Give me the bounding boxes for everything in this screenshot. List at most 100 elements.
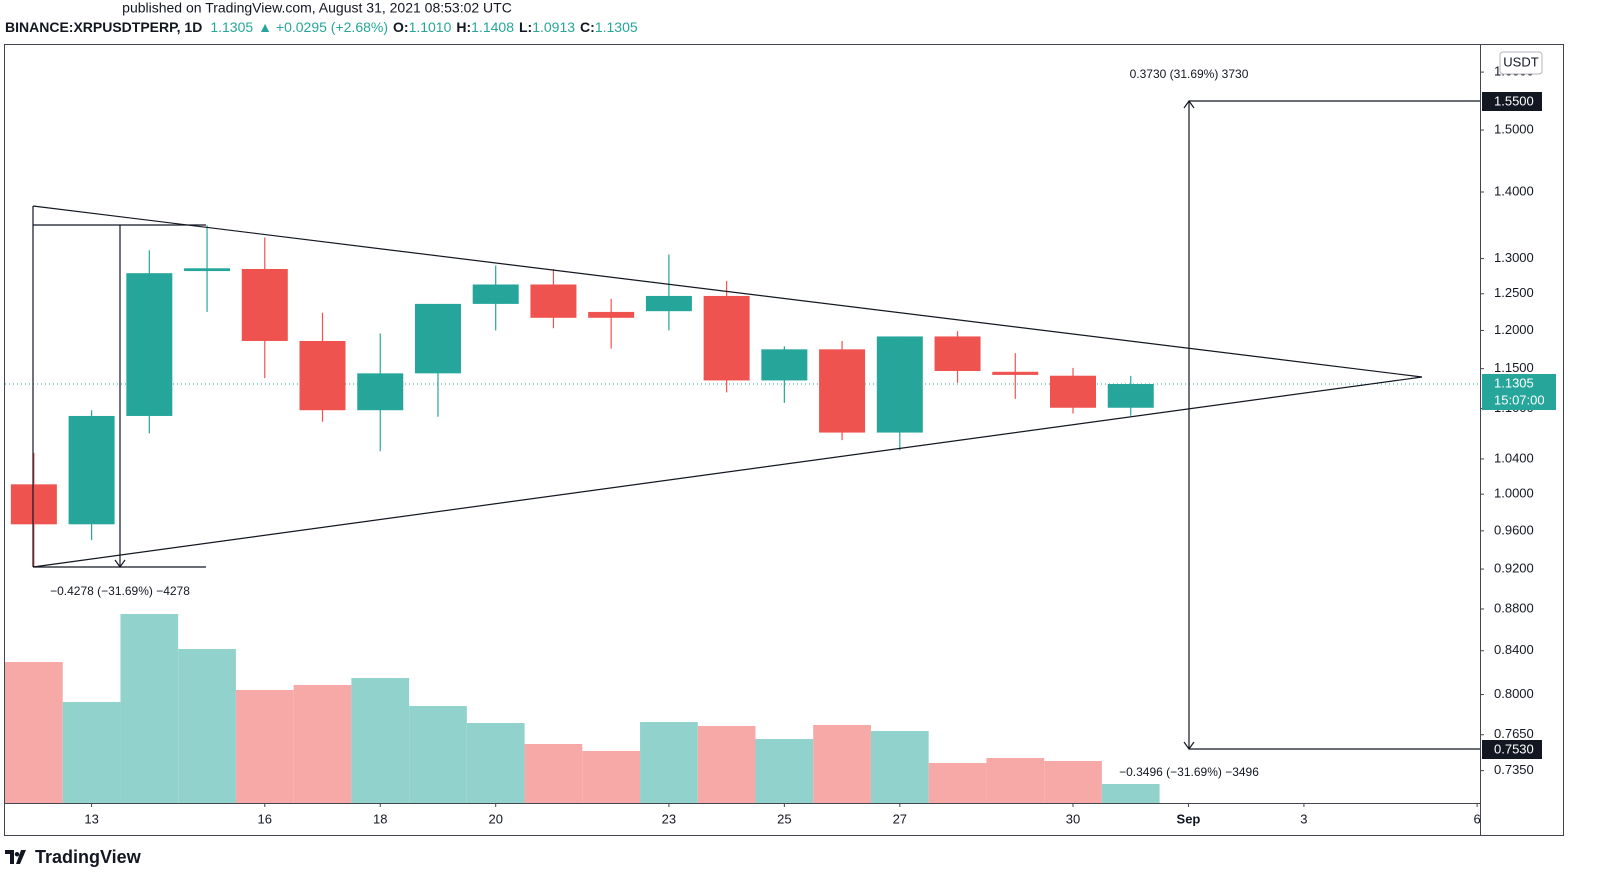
triangle-upper-line — [32, 205, 1423, 378]
y-tick-label: 0.7350 — [1494, 762, 1534, 777]
symbol: BINANCE:XRPUSDTPERP, 1D — [5, 19, 202, 35]
brand-logo: TradingView — [5, 847, 142, 867]
volume-bar — [293, 685, 352, 803]
y-tick-label: 0.7650 — [1494, 726, 1534, 741]
candle-body — [588, 311, 635, 318]
candle-body — [299, 340, 346, 411]
currency-label: USDT — [1503, 54, 1538, 69]
x-tick-label: 13 — [84, 811, 98, 826]
candle-body — [1050, 375, 1097, 408]
volume-bar — [640, 722, 698, 803]
y-tick-label: 0.8000 — [1494, 686, 1534, 701]
chart-frame — [4, 44, 1564, 836]
volume-bar — [697, 726, 756, 803]
volume-bar — [582, 751, 641, 803]
candle-body — [68, 415, 115, 525]
volume-bar — [870, 731, 929, 803]
candle-body — [414, 303, 461, 374]
volume-bar — [178, 649, 236, 803]
annotation: −0.3496 (−31.69%) −3496 — [1119, 765, 1259, 779]
price-tag — [1482, 740, 1542, 759]
candle-body — [472, 284, 519, 304]
x-tick-label: 18 — [373, 811, 387, 826]
candle-body — [992, 371, 1039, 375]
last-price-label: 1.1305 — [1494, 375, 1534, 390]
change: ▲ +0.0295 (+2.68%) — [258, 19, 388, 35]
logo-icon — [5, 850, 26, 864]
ohlc-key: C: — [580, 19, 595, 35]
volume-bar — [5, 662, 63, 803]
x-tick-label: 20 — [488, 811, 502, 826]
ohlc-key: H: — [456, 19, 471, 35]
price-tag — [1482, 92, 1542, 111]
candle-body — [357, 373, 404, 411]
y-tick-label: 1.0400 — [1494, 450, 1534, 465]
candle-body — [645, 295, 692, 312]
last-price-tag — [1482, 374, 1556, 410]
candles — [10, 225, 1154, 568]
candle-body — [819, 349, 866, 433]
triangle-lower-line — [32, 376, 1423, 568]
ohlc-value: 1.1408 — [471, 19, 514, 35]
x-tick-label: Sep — [1177, 811, 1201, 826]
ohlc-value: 1.1010 — [409, 19, 452, 35]
y-tick-label: 1.2500 — [1494, 285, 1534, 300]
candle-body — [761, 349, 808, 381]
candle-body — [184, 268, 231, 272]
volume-bar — [524, 744, 583, 803]
y-tick-label: 1.0000 — [1494, 486, 1534, 501]
ohlc-key: L: — [519, 19, 532, 35]
last-price: 1.1305 — [210, 19, 253, 35]
y-tick-label: 1.4000 — [1494, 183, 1534, 198]
volume-bar — [409, 706, 467, 803]
y-tick-label: 0.9200 — [1494, 560, 1534, 575]
annotation: 0.3730 (31.69%) 3730 — [1130, 67, 1249, 81]
candle-body — [10, 484, 57, 525]
volume-bar — [466, 723, 525, 803]
countdown: 15:07:00 — [1494, 392, 1545, 407]
price-tag-label: 1.5500 — [1494, 93, 1534, 108]
x-tick-label: 30 — [1066, 811, 1080, 826]
volume-bar — [813, 725, 871, 803]
candle-body — [126, 273, 173, 416]
candle-body — [530, 284, 577, 318]
candle-body — [1107, 384, 1154, 408]
x-tick-label: 16 — [258, 811, 272, 826]
y-tick-label: 1.3000 — [1494, 250, 1534, 265]
annotation: −0.4278 (−31.69%) −4278 — [50, 584, 190, 598]
y-tick-label: 0.8800 — [1494, 600, 1534, 615]
currency-box — [1499, 51, 1543, 75]
volume-bar — [351, 678, 410, 803]
volume-pane — [5, 383, 1480, 803]
x-tick-label: 23 — [662, 811, 676, 826]
arrow-head — [1183, 741, 1195, 751]
candle-body — [241, 268, 288, 341]
published-note: published on TradingView.com, August 31,… — [122, 0, 512, 16]
x-tick-label: 25 — [777, 811, 791, 826]
volume-bar — [928, 763, 987, 803]
price-tag-label: 0.7530 — [1494, 741, 1534, 756]
drawings — [32, 99, 1480, 751]
ohlc-key: O: — [393, 19, 409, 35]
volume-bar — [755, 739, 814, 803]
candle-body — [703, 295, 750, 381]
y-tick-label: 1.5000 — [1494, 121, 1534, 136]
volume-bar — [986, 758, 1045, 803]
arrow-head — [114, 559, 126, 569]
y-tick-label: 0.9600 — [1494, 522, 1534, 537]
volume-bar — [120, 614, 179, 803]
symbol-line: BINANCE:XRPUSDTPERP, 1D 1.1305 ▲ +0.0295 (… — [5, 19, 638, 35]
x-tick-label: 27 — [893, 811, 907, 826]
arrow-head — [1183, 99, 1195, 109]
x-tick-label: 6 — [1473, 811, 1480, 826]
x-tick-label: 3 — [1300, 811, 1307, 826]
y-tick-label: 1.2000 — [1494, 322, 1534, 337]
candle-body — [876, 336, 923, 433]
ohlc-value: 1.1305 — [595, 19, 638, 35]
ohlc-value: 1.0913 — [532, 19, 575, 35]
volume-bar — [1044, 761, 1102, 803]
volume-bar — [235, 690, 294, 803]
brand-name: TradingView — [35, 847, 142, 867]
y-tick-label: 0.8400 — [1494, 642, 1534, 657]
